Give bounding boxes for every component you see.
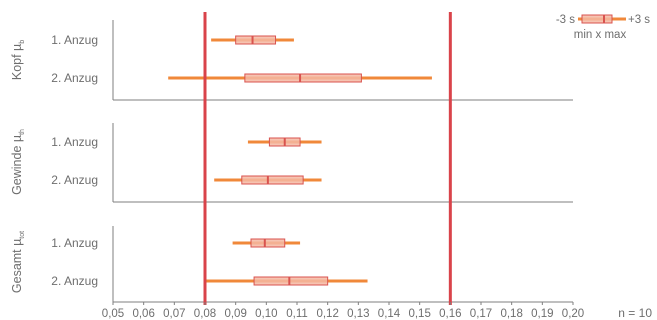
panel: Kopf µb 1. Anzug 2. Anzug [10,20,573,101]
x-tick-label: 0,08 [194,308,216,320]
x-tick-label: 0,15 [408,308,430,320]
x-tick-label: 0,12 [316,308,338,320]
range-row: 2. Anzug [51,71,432,85]
panel-label-main: Kopf µ [10,44,24,80]
range-row: 1. Anzug [51,236,301,250]
x-tick-label: 0,10 [255,308,277,320]
x-tick-label: 0,09 [224,308,246,320]
x-tick-label: 0,19 [531,308,553,320]
panel-label-subscript: th [19,129,26,135]
sample-size-label: n = 10 [618,306,652,320]
chart-panels: Kopf µb 1. Anzug 2. Anzug Gewinde µth 1. Anz… [10,20,573,303]
std-dev-box [244,73,362,83]
legend: -3 s +3 s min x max [556,14,650,41]
std-dev-box [241,175,304,185]
legend-caption: min x max [574,29,627,41]
panel: Gesamt µtot 1. Anzug 2. Anzug [10,226,573,303]
row-label: 1. Anzug [51,135,98,149]
range-row: 1. Anzug [51,33,294,47]
panel-label-main: Gewinde µ [10,135,24,195]
x-tick-label: 0,13 [347,308,369,320]
x-tick-label: 0,20 [562,308,584,320]
x-tick-label: 0,14 [378,308,401,320]
limit-lines [203,12,452,305]
x-axis: 0,05 0,06 0,07 0,08 0,09 0,10 0,11 0,12 0,13 0,14… [102,302,584,320]
std-dev-box [250,238,286,248]
panel-label-main: Gesamt µ [10,239,24,293]
range-row: 1. Anzug [51,135,322,149]
panel-label: Kopf µb [10,40,26,80]
row-label: 1. Anzug [51,33,98,47]
legend-minus-3s: -3 s [556,14,575,26]
x-tick-label: 0,18 [500,308,522,320]
x-tick-label: 0,06 [132,308,154,320]
range-row: 2. Anzug [51,173,322,187]
panel-label: Gesamt µtot [10,231,26,293]
panel-label-subscript: tot [19,231,26,239]
panel-label-subscript: b [19,40,26,44]
row-label: 2. Anzug [51,274,98,288]
row-label: 1. Anzug [51,236,98,250]
legend-plus-3s: +3 s [628,14,650,26]
range-row: 2. Anzug [51,274,368,288]
std-dev-box [235,35,277,45]
panel-label: Gewinde µth [10,129,26,195]
panel: Gewinde µth 1. Anzug 2. Anzug [10,123,573,203]
row-label: 2. Anzug [51,173,98,187]
legend-box [581,14,613,24]
x-tick-label: 0,07 [163,308,185,320]
x-tick-label: 0,05 [102,308,124,320]
std-dev-box [253,276,329,286]
x-tick-label: 0,11 [286,308,308,320]
x-tick-label: 0,16 [439,308,461,320]
x-tick-label: 0,17 [470,308,492,320]
row-label: 2. Anzug [51,71,98,85]
